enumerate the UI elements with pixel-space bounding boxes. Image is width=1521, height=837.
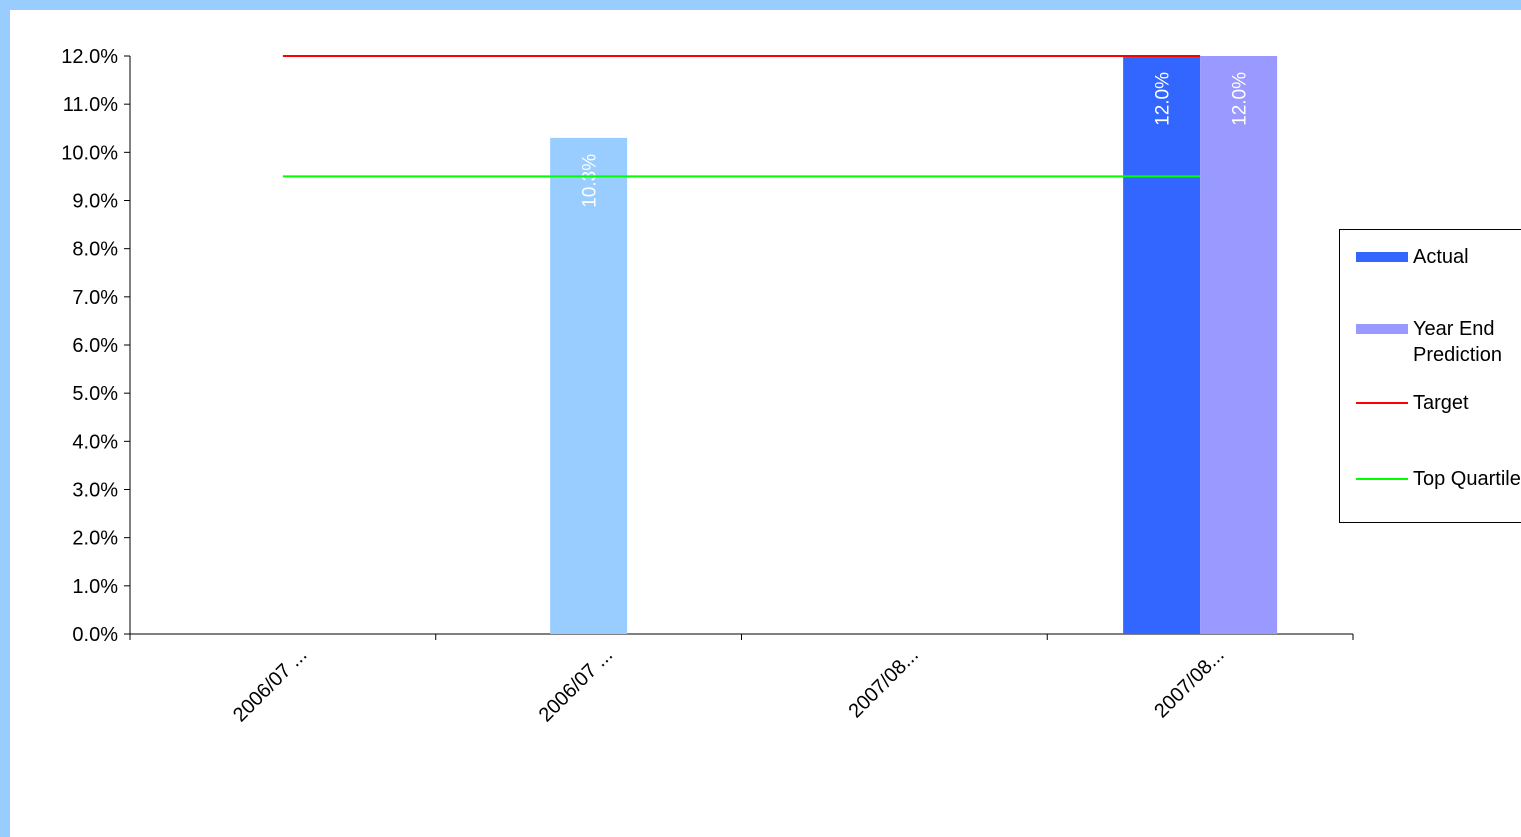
- chart-svg: 0.0% 1.0% 2.0% 3.0% 4.0% 5.0% 6.0% 7.0% 8.0% 9.0%…: [61, 46, 1354, 726]
- legend-swatch-actual: [1356, 252, 1408, 262]
- bar: [550, 137, 628, 634]
- bar-data-label: 10.3%: [580, 154, 601, 208]
- legend-label-actual: Actual: [1413, 246, 1469, 268]
- x-tick-label: 2006/07 ...: [229, 644, 311, 726]
- y-tick-label: 5.0%: [72, 383, 118, 405]
- y-tick-label: 6.0%: [72, 335, 118, 357]
- legend-swatch-top-quartile: [1356, 478, 1408, 480]
- y-tick-label: 1.0%: [72, 576, 118, 598]
- legend-label-top-quartile: Top Quartile: [1413, 468, 1521, 490]
- y-tick-label: 0.0%: [72, 624, 118, 646]
- y-tick-label: 3.0%: [72, 480, 118, 502]
- y-tick-label: 2.0%: [72, 528, 118, 550]
- legend-swatch-year-end-prediction: [1356, 324, 1408, 334]
- legend: Actual Year End Prediction Target Top Qu…: [1339, 229, 1521, 523]
- y-tick-label: 12.0%: [61, 46, 118, 68]
- y-tick-label: 4.0%: [72, 431, 118, 453]
- x-tick-label: 2007/08...: [844, 644, 922, 722]
- y-tick-label: 9.0%: [72, 191, 118, 213]
- y-tick-label: 11.0%: [63, 94, 118, 116]
- y-tick-label: 7.0%: [72, 287, 118, 309]
- bar-data-label: 12.0%: [1153, 72, 1174, 126]
- legend-label-target: Target: [1413, 392, 1469, 414]
- bar: [1123, 56, 1201, 634]
- x-tick-label: 2006/07 ...: [535, 644, 617, 726]
- bar: [1200, 56, 1278, 634]
- y-tick-label: 10.0%: [61, 142, 118, 164]
- chart-area: 0.0% 1.0% 2.0% 3.0% 4.0% 5.0% 6.0% 7.0% 8.0% 9.0%…: [10, 10, 1521, 837]
- x-tick-label: 2007/08...: [1150, 644, 1228, 722]
- legend-swatch-target: [1356, 402, 1408, 404]
- legend-label-year-end-prediction: Year End Prediction: [1413, 318, 1502, 366]
- bar-data-label: 12.0%: [1230, 72, 1251, 126]
- y-tick-label: 8.0%: [72, 239, 118, 261]
